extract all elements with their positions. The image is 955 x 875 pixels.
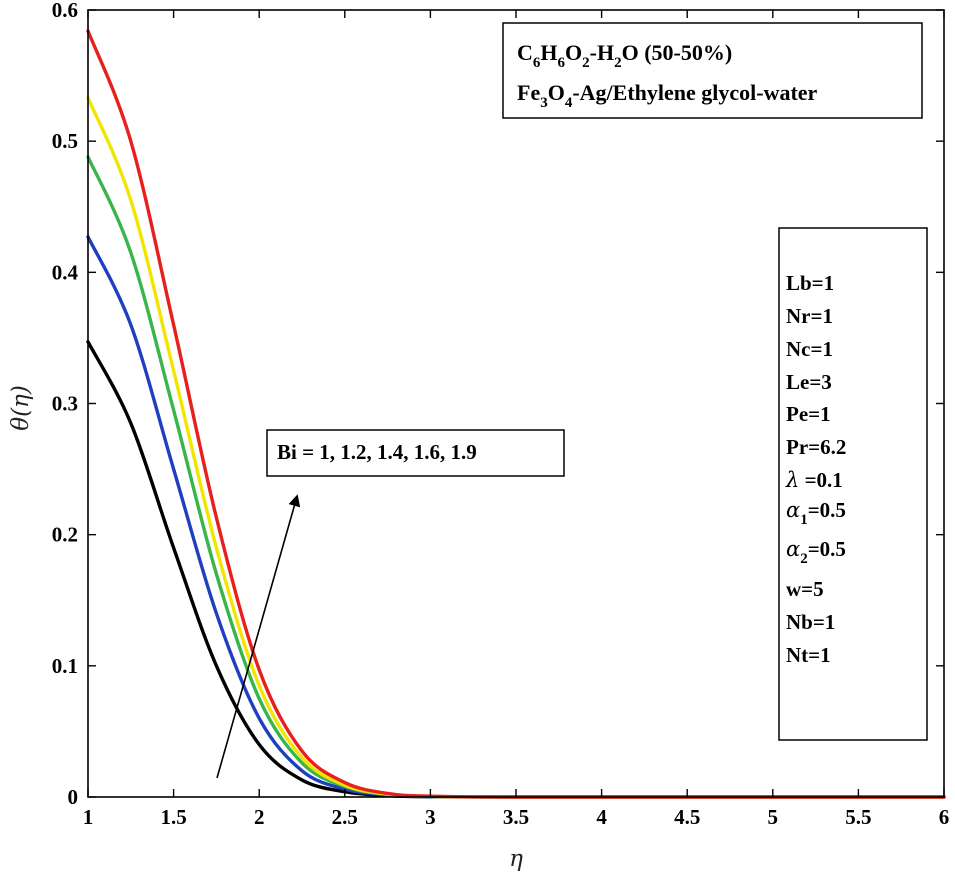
y-tick-label: 0 xyxy=(68,785,79,809)
parameter-frame xyxy=(778,227,928,741)
param-nc: Nc=1 xyxy=(786,337,833,361)
param-pe: Pe=1 xyxy=(786,402,831,426)
param-nt: Nt=1 xyxy=(786,643,831,667)
annotation-frame xyxy=(266,429,565,477)
y-tick-label: 0.6 xyxy=(52,0,78,22)
x-tick-label: 2.5 xyxy=(332,805,358,829)
y-tick-label: 0.3 xyxy=(52,392,78,416)
y-tick-label: 0.1 xyxy=(52,654,78,678)
annotation-text: Bi = 1, 1.2, 1.4, 1.6, 1.9 xyxy=(277,440,477,464)
y-tick-label: 0.2 xyxy=(52,523,78,547)
param-pr: Pr=6.2 xyxy=(786,435,846,459)
param-nr: Nr=1 xyxy=(786,304,833,328)
fluid-legend-frame xyxy=(502,22,923,119)
x-tick-label: 6 xyxy=(939,805,950,829)
y-axis-label: θ(η) xyxy=(8,385,34,431)
x-axis-label: η xyxy=(509,846,523,872)
x-tick-label: 5 xyxy=(768,805,779,829)
x-tick-label: 3.5 xyxy=(503,805,529,829)
param-w: w=5 xyxy=(786,577,824,601)
x-tick-label: 3 xyxy=(425,805,436,829)
x-tick-label: 4.5 xyxy=(674,805,700,829)
increase-arrow xyxy=(216,494,301,779)
parameter-box: Lb=1 Nr=1 Nc=1 Le=3 Pe=1 Pr=6.2 λ =0.1 α… xyxy=(778,227,928,741)
param-alpha2: α2=0.5 xyxy=(786,537,846,567)
bi-annotation: Bi = 1, 1.2, 1.4, 1.6, 1.9 xyxy=(216,429,565,779)
param-nb: Nb=1 xyxy=(786,610,835,634)
param-lb: Lb=1 xyxy=(786,271,834,295)
param-lambda: λ =0.1 xyxy=(785,468,843,492)
x-tick-label: 4 xyxy=(596,805,607,829)
y-tick-label: 0.5 xyxy=(52,129,78,153)
y-tick-label: 0.4 xyxy=(52,260,79,284)
x-tick-label: 1 xyxy=(83,805,94,829)
axis-ticks: 1 1.5 2 2.5 3 3.5 4 4.5 5 5.5 6 0 0.1 0.2 0.3 0.4 0.5 0.6 xyxy=(52,0,950,829)
x-tick-label: 2 xyxy=(254,805,265,829)
fluid-line-1: C6H6O2-H2O (50-50%) xyxy=(517,40,732,71)
x-tick-label: 5.5 xyxy=(845,805,871,829)
fluid-line-2: Fe3O4-Ag/Ethylene glycol-water xyxy=(517,80,818,111)
param-le: Le=3 xyxy=(786,370,832,394)
fluid-legend-box: C6H6O2-H2O (50-50%) Fe3O4-Ag/Ethylene gl… xyxy=(502,22,923,119)
x-tick-label: 1.5 xyxy=(160,805,186,829)
param-alpha1: α1=0.5 xyxy=(786,498,846,528)
